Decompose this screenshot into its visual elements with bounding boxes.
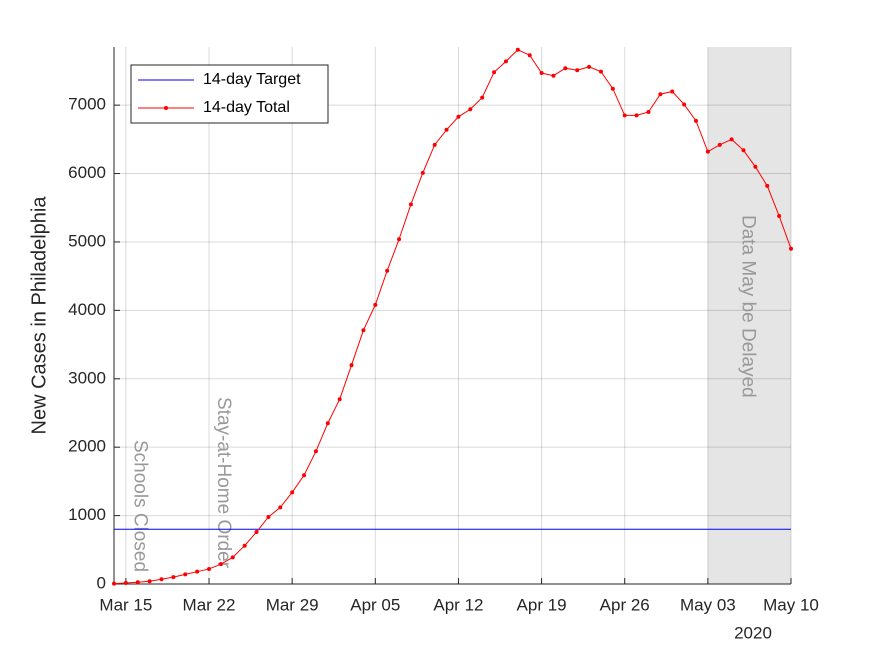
data-point xyxy=(480,95,485,100)
data-point xyxy=(123,580,128,585)
legend-box xyxy=(130,64,329,124)
data-point xyxy=(670,89,675,94)
x-tick-label: Mar 15 xyxy=(99,595,152,614)
data-point xyxy=(456,114,461,119)
data-point xyxy=(610,86,615,91)
legend-label: 14-day Total xyxy=(203,99,290,116)
y-tick-label: 5000 xyxy=(68,231,106,250)
x-tick-label: May 10 xyxy=(763,595,819,614)
data-point xyxy=(634,113,639,118)
x-tick-label: Apr 26 xyxy=(600,595,650,614)
plot-clip: Schools Closed Stay-at-Home Order Data May… xyxy=(130,215,759,572)
data-point xyxy=(242,543,247,548)
y-tick-label: 6000 xyxy=(68,163,106,182)
data-point xyxy=(385,268,390,273)
data-point xyxy=(159,577,164,582)
y-tick-label: 1000 xyxy=(68,505,106,524)
data-point xyxy=(290,490,295,495)
annotation: Schools Closed xyxy=(130,440,151,572)
data-point xyxy=(195,569,200,574)
annotation: Stay-at-Home Order xyxy=(213,397,234,569)
y-tick-label: 4000 xyxy=(68,300,106,319)
data-point xyxy=(302,473,307,478)
data-point xyxy=(420,170,425,175)
data-point xyxy=(408,202,413,207)
data-point xyxy=(515,47,520,52)
data-point xyxy=(729,137,734,142)
data-point xyxy=(693,118,698,123)
data-point xyxy=(717,142,722,147)
data-point xyxy=(147,579,152,584)
y-tick-label: 3000 xyxy=(68,368,106,387)
data-point xyxy=(705,149,710,154)
data-point xyxy=(325,421,330,426)
data-point xyxy=(183,572,188,577)
shaded-region xyxy=(707,47,791,584)
data-point xyxy=(112,581,116,586)
x-tick-label: May 03 xyxy=(680,595,736,614)
data-point xyxy=(468,107,473,112)
data-point xyxy=(444,127,449,132)
data-point xyxy=(397,237,402,242)
data-point xyxy=(373,302,378,307)
legend-marker xyxy=(164,106,168,110)
y-axis-label: New Cases in Philadelphia xyxy=(28,196,50,435)
data-point xyxy=(789,246,793,251)
data-point xyxy=(622,113,627,118)
y-tick-label: 0 xyxy=(97,573,106,592)
data-point xyxy=(527,53,532,58)
data-point xyxy=(278,505,283,510)
data-point xyxy=(337,397,342,402)
data-point xyxy=(753,164,758,169)
data-point xyxy=(230,555,235,560)
data-point xyxy=(218,562,223,567)
data-point xyxy=(503,59,508,64)
x-tick-label: Mar 22 xyxy=(183,595,236,614)
shade-label: Data May be Delayed xyxy=(737,215,758,398)
y-tick-label: 2000 xyxy=(68,437,106,456)
data-point xyxy=(741,148,746,153)
data-point xyxy=(266,514,271,519)
data-point xyxy=(254,530,259,535)
x-tick-label: Apr 12 xyxy=(433,595,483,614)
x-year-label: 2020 xyxy=(734,623,772,642)
x-tick-label: Apr 05 xyxy=(350,595,400,614)
data-point xyxy=(658,92,663,97)
data-point xyxy=(551,73,556,78)
data-point xyxy=(575,68,580,73)
legend-label: 14-day Target xyxy=(203,71,301,88)
data-point xyxy=(349,363,354,368)
data-point xyxy=(135,580,140,585)
data-point xyxy=(492,70,497,75)
data-point xyxy=(598,69,603,74)
x-tick-label: Apr 19 xyxy=(517,595,567,614)
data-point xyxy=(361,328,366,333)
x-tick-label: Mar 29 xyxy=(266,595,319,614)
data-point xyxy=(171,575,176,580)
data-point xyxy=(646,109,651,114)
plot-background xyxy=(114,47,791,584)
data-point xyxy=(765,183,770,188)
data-point xyxy=(539,70,544,75)
data-point xyxy=(207,566,212,571)
data-point xyxy=(432,142,437,147)
series-line xyxy=(113,49,792,585)
data-point xyxy=(563,66,568,71)
data-point xyxy=(313,449,318,454)
data-point xyxy=(682,102,687,107)
y-tick-label: 7000 xyxy=(68,95,106,114)
data-point xyxy=(777,213,782,218)
data-point xyxy=(587,64,592,69)
